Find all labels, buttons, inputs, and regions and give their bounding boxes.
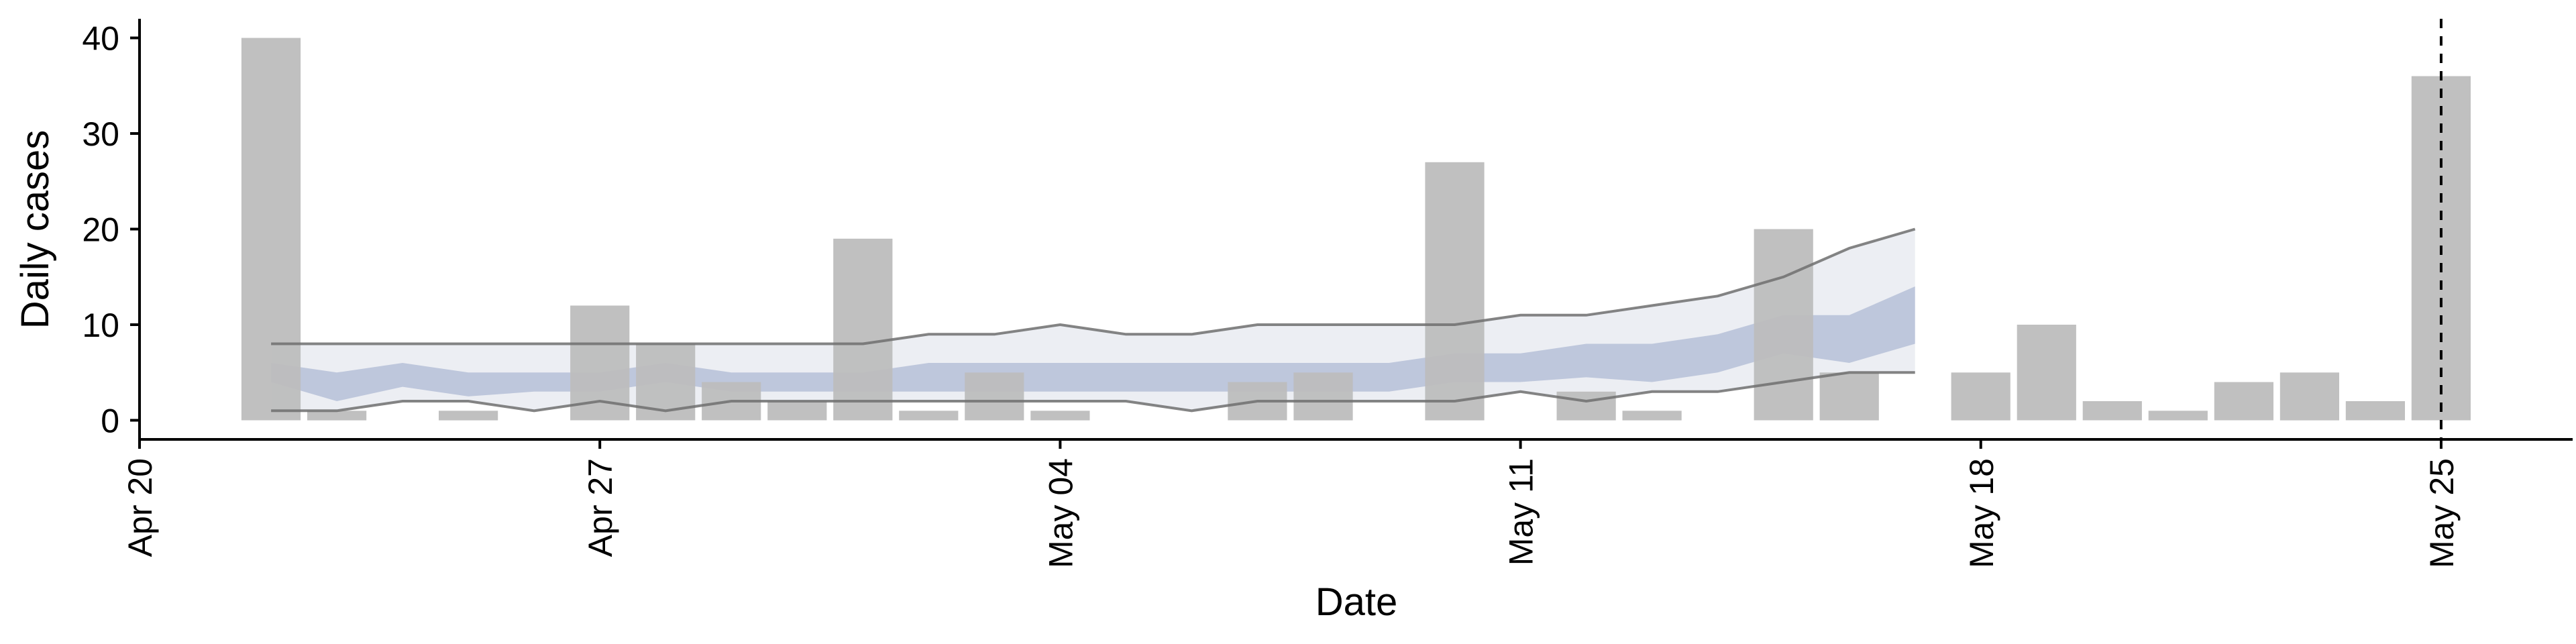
outer-upper-line xyxy=(271,227,1916,345)
y-tick-label: 20 xyxy=(82,211,119,249)
bar xyxy=(2279,372,2339,421)
nowcast-bands xyxy=(271,229,1915,411)
bar xyxy=(767,401,827,421)
x-axis-title: Date xyxy=(1316,580,1398,624)
bar xyxy=(1622,411,1682,421)
bar xyxy=(1556,391,1616,421)
bar xyxy=(1030,411,1090,421)
bar xyxy=(241,38,301,421)
bar xyxy=(1819,372,1879,421)
x-tick-label: May 11 xyxy=(1503,458,1540,566)
bar xyxy=(1293,372,1353,421)
outer-lower-line xyxy=(271,371,1915,413)
x-tick-label: Apr 27 xyxy=(582,458,619,557)
nowcast-outer-lines xyxy=(271,227,1916,413)
bar xyxy=(2082,401,2142,421)
bar xyxy=(833,238,893,421)
bar xyxy=(899,411,959,421)
x-tick-label: May 04 xyxy=(1042,458,1079,568)
bar xyxy=(2017,325,2076,421)
y-axis-title: Daily cases xyxy=(13,130,57,329)
y-tick-label: 10 xyxy=(82,307,119,344)
bar xyxy=(1425,162,1485,421)
bar xyxy=(1754,229,1813,421)
x-tick-label: May 25 xyxy=(2423,458,2461,568)
bar xyxy=(2345,401,2405,421)
axes: 0 10 20 30 40 Apr 20 Apr 27 May 04 May 11 May 18 M… xyxy=(82,19,2573,568)
bar xyxy=(307,411,367,421)
bar xyxy=(1951,372,2010,421)
bar xyxy=(439,411,498,421)
bar xyxy=(2214,382,2273,421)
daily-case-bars xyxy=(241,38,2471,421)
bar xyxy=(2148,411,2208,421)
x-tick-label: May 18 xyxy=(1963,458,2000,568)
x-tick-label: Apr 20 xyxy=(121,458,159,557)
y-tick-label: 30 xyxy=(82,115,119,153)
y-tick-label: 40 xyxy=(82,20,119,58)
y-tick-label: 0 xyxy=(101,402,119,440)
bar xyxy=(965,372,1024,421)
